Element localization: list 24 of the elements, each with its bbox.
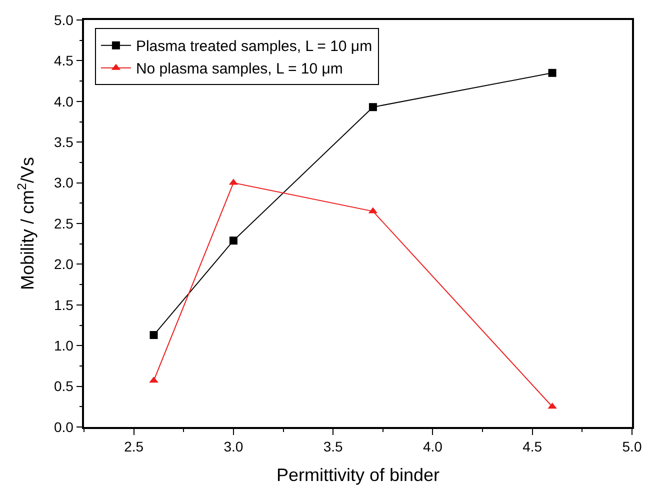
legend-label: No plasma samples, L = 10 μm [136, 60, 343, 78]
legend-label: Plasma treated samples, L = 10 μm [136, 38, 372, 56]
point [229, 236, 238, 245]
point [548, 68, 556, 77]
y-tick-label: 2.0 [54, 256, 74, 272]
x-tick-label: 4.5 [522, 438, 542, 455]
y-tick-label: 4.0 [54, 93, 74, 110]
x-tick-label: 3.5 [323, 438, 344, 455]
point [150, 331, 158, 340]
x-tick-label: 2.5 [124, 438, 144, 455]
y-tick-label: 4.5 [54, 52, 74, 69]
x-tick-label: 5.0 [622, 438, 642, 455]
y-tick-label: 0.5 [54, 378, 74, 394]
x-axis-title: Permittivity of binder [276, 465, 440, 486]
y-tick-label: 1.0 [54, 338, 74, 354]
x-tick-label: 3.0 [224, 438, 244, 455]
y-tick-label: 3.5 [54, 134, 74, 150]
y-tick-label: 0.0 [54, 418, 74, 435]
y-tick-label: 2.5 [54, 215, 74, 232]
point [368, 103, 377, 112]
y-tick-label: 1.5 [54, 296, 74, 313]
y-tick-label: 5.0 [54, 12, 74, 28]
y-tick-label: 3.0 [54, 174, 74, 191]
x-tick-label: 4.0 [422, 438, 443, 455]
